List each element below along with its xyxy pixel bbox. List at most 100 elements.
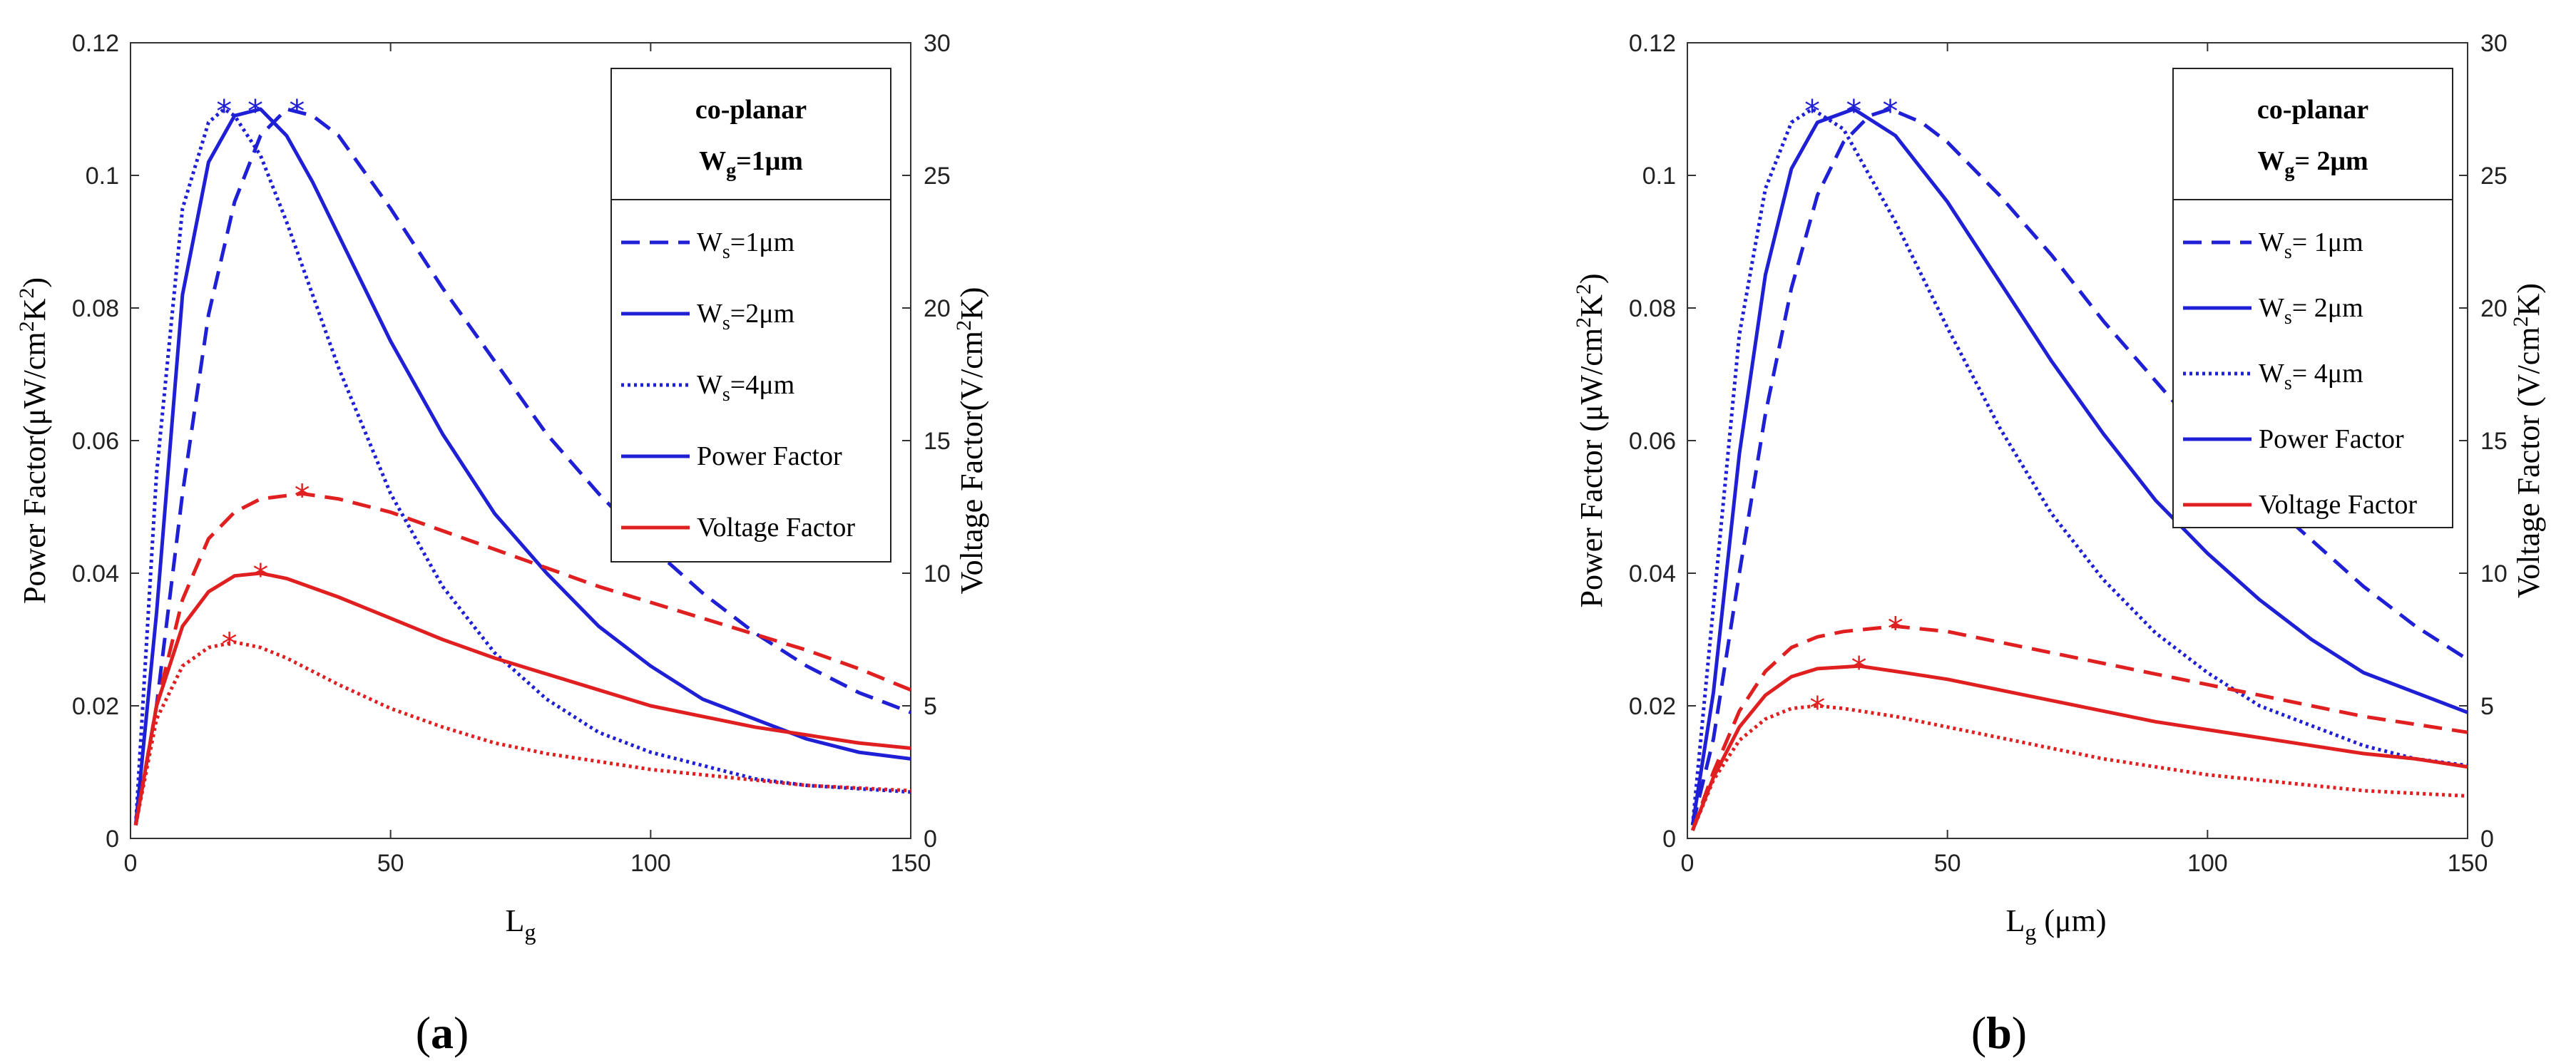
series-line-2: [1690, 107, 2468, 826]
legend-title-main: W: [2257, 146, 2284, 176]
legend-entry-rest: = 4μm: [2292, 359, 2363, 389]
legend-title-sub: g: [2284, 160, 2294, 182]
series-line-6: [1690, 704, 2468, 831]
legend-title-rest: =1μm: [736, 146, 803, 176]
legend-entry-label-5: Voltage Factor: [2259, 490, 2417, 520]
y-left-tick-label: 0.06: [72, 428, 119, 455]
series-line-5: [1690, 664, 2468, 831]
peak-marker: *: [1846, 93, 1861, 130]
y-left-tick-label: 0.06: [1629, 428, 1676, 455]
y-right-label-sup: 2: [952, 320, 976, 331]
legend-entry-rest: =4μm: [730, 370, 794, 400]
legend-entry-main: Voltage Factor: [697, 513, 855, 543]
legend-entry-sub: s: [2284, 372, 2292, 394]
legend-entry-sub: s: [722, 241, 730, 263]
y-right-axis-label: Voltage Factor(V/cm2K): [952, 287, 989, 595]
legend-entry-sub: s: [722, 312, 730, 334]
legend-title-line2: Wg=1μm: [699, 146, 803, 182]
y-right-tick-label: 10: [2480, 560, 2508, 587]
caption-letter: a: [431, 1007, 454, 1058]
x-label-main: L: [506, 903, 525, 938]
y-right-tick-label: 0: [924, 826, 937, 853]
x-label-main: L: [2005, 903, 2025, 938]
legend-entry-rest: =1μm: [730, 227, 794, 257]
legend-title-line1: co-planar: [2257, 95, 2368, 125]
x-tick-label: 150: [891, 850, 931, 877]
legend-box: [2172, 68, 2453, 528]
series-line-6: [133, 640, 911, 826]
x-tick-label: 100: [630, 850, 671, 877]
legend-entry-rest: = 2μm: [2292, 293, 2363, 323]
y-right-label-suffix: K): [954, 287, 989, 320]
legend-title-line1: co-planar: [695, 95, 807, 125]
legend-entry-sub: s: [722, 384, 730, 406]
legend-entry-rest: =2μm: [730, 299, 794, 329]
y-right-axis-label: Voltage Factor (V/cm2K): [2509, 283, 2546, 598]
legend-entry-main: W: [2259, 227, 2284, 257]
peak-marker: *: [252, 558, 268, 594]
y-right-tick-label: 30: [2480, 30, 2508, 57]
legend-entry-label-5: Voltage Factor: [697, 513, 855, 543]
y-right-tick-label: 10: [924, 560, 951, 587]
legend-entry-label-2: Ws=2μm: [697, 299, 794, 334]
legend-title-rest: = 2μm: [2294, 146, 2368, 176]
legend-entry-rest: = 1μm: [2292, 227, 2363, 257]
legend-entry-label-1: Ws= 1μm: [2259, 227, 2363, 263]
series-line-4: [133, 491, 911, 826]
y-left-tick-label: 0.08: [1629, 295, 1676, 322]
y-left-label-suffix: ): [1574, 273, 1609, 284]
y-left-tick-label: 0.12: [1629, 30, 1676, 57]
panel-caption-a: (a): [416, 1007, 469, 1058]
y-left-tick-label: 0.1: [86, 163, 119, 190]
y-right-tick-label: 5: [2480, 693, 2494, 720]
y-left-tick-label: 0.02: [72, 693, 119, 720]
series-line-3: [1690, 107, 2468, 826]
peak-marker: *: [247, 93, 263, 130]
series-line-3: [133, 107, 911, 826]
y-right-label-suffix: K): [2511, 283, 2546, 316]
peak-marker: *: [1888, 610, 1903, 647]
y-left-label-mid: K: [17, 298, 52, 321]
legend-title-sub: g: [726, 160, 736, 182]
legend-entry-main: W: [2259, 359, 2284, 389]
peak-marker: *: [295, 478, 310, 514]
legend-title-main: W: [699, 146, 726, 176]
legend-entry-label-3: Ws=4μm: [697, 370, 794, 406]
x-label-sub: g: [2025, 919, 2036, 945]
series-line-2: [133, 107, 911, 826]
chart-panel-b: 0 50 100 15000.020.040.060.080.10.120510152…: [1572, 30, 2546, 1058]
caption-open: (: [416, 1007, 431, 1058]
peak-marker: *: [1804, 93, 1820, 130]
y-left-axis-label: Power Factor (μW/cm2K2): [1572, 273, 1609, 607]
y-right-tick-label: 5: [924, 693, 937, 720]
legend-entry-label-2: Ws= 2μm: [2259, 293, 2363, 329]
legend-entry-label-4: Power Factor: [697, 441, 842, 471]
y-right-tick-label: 0: [2480, 826, 2494, 853]
caption-close: ): [454, 1007, 469, 1058]
peak-marker: *: [222, 627, 237, 663]
chart-panel-a: 0 50 100 15000.020.040.060.080.10.120510152…: [15, 30, 989, 1058]
y-left-tick-label: 0.1: [1642, 163, 1676, 190]
peak-marker: *: [1809, 690, 1825, 726]
y-left-label-sup: 2: [15, 321, 39, 332]
y-left-tick-label: 0: [1662, 826, 1676, 853]
x-axis-label: Lg: [506, 903, 536, 945]
x-tick-label: 0: [1681, 850, 1695, 877]
y-left-tick-label: 0.04: [72, 560, 119, 587]
y-left-tick-label: 0: [106, 826, 119, 853]
x-label-sub: g: [524, 919, 536, 945]
x-tick-label: 150: [2448, 850, 2488, 877]
y-left-tick-label: 0.04: [1629, 560, 1676, 587]
y-left-label-mid: K: [1574, 294, 1609, 317]
peak-marker: *: [289, 93, 305, 130]
legend-entry-sub: s: [2284, 307, 2292, 329]
legend-title-line2: Wg= 2μm: [2257, 146, 2368, 182]
y-right-tick-label: 25: [924, 163, 951, 190]
y-left-label-sup2: 2: [15, 288, 39, 299]
legend-entry-main: Power Factor: [697, 441, 842, 471]
legend-entry-main: W: [2259, 293, 2284, 323]
x-tick-label: 100: [2187, 850, 2228, 877]
y-left-label-suffix: ): [17, 277, 52, 288]
x-label-unit: (μm): [2036, 903, 2106, 938]
